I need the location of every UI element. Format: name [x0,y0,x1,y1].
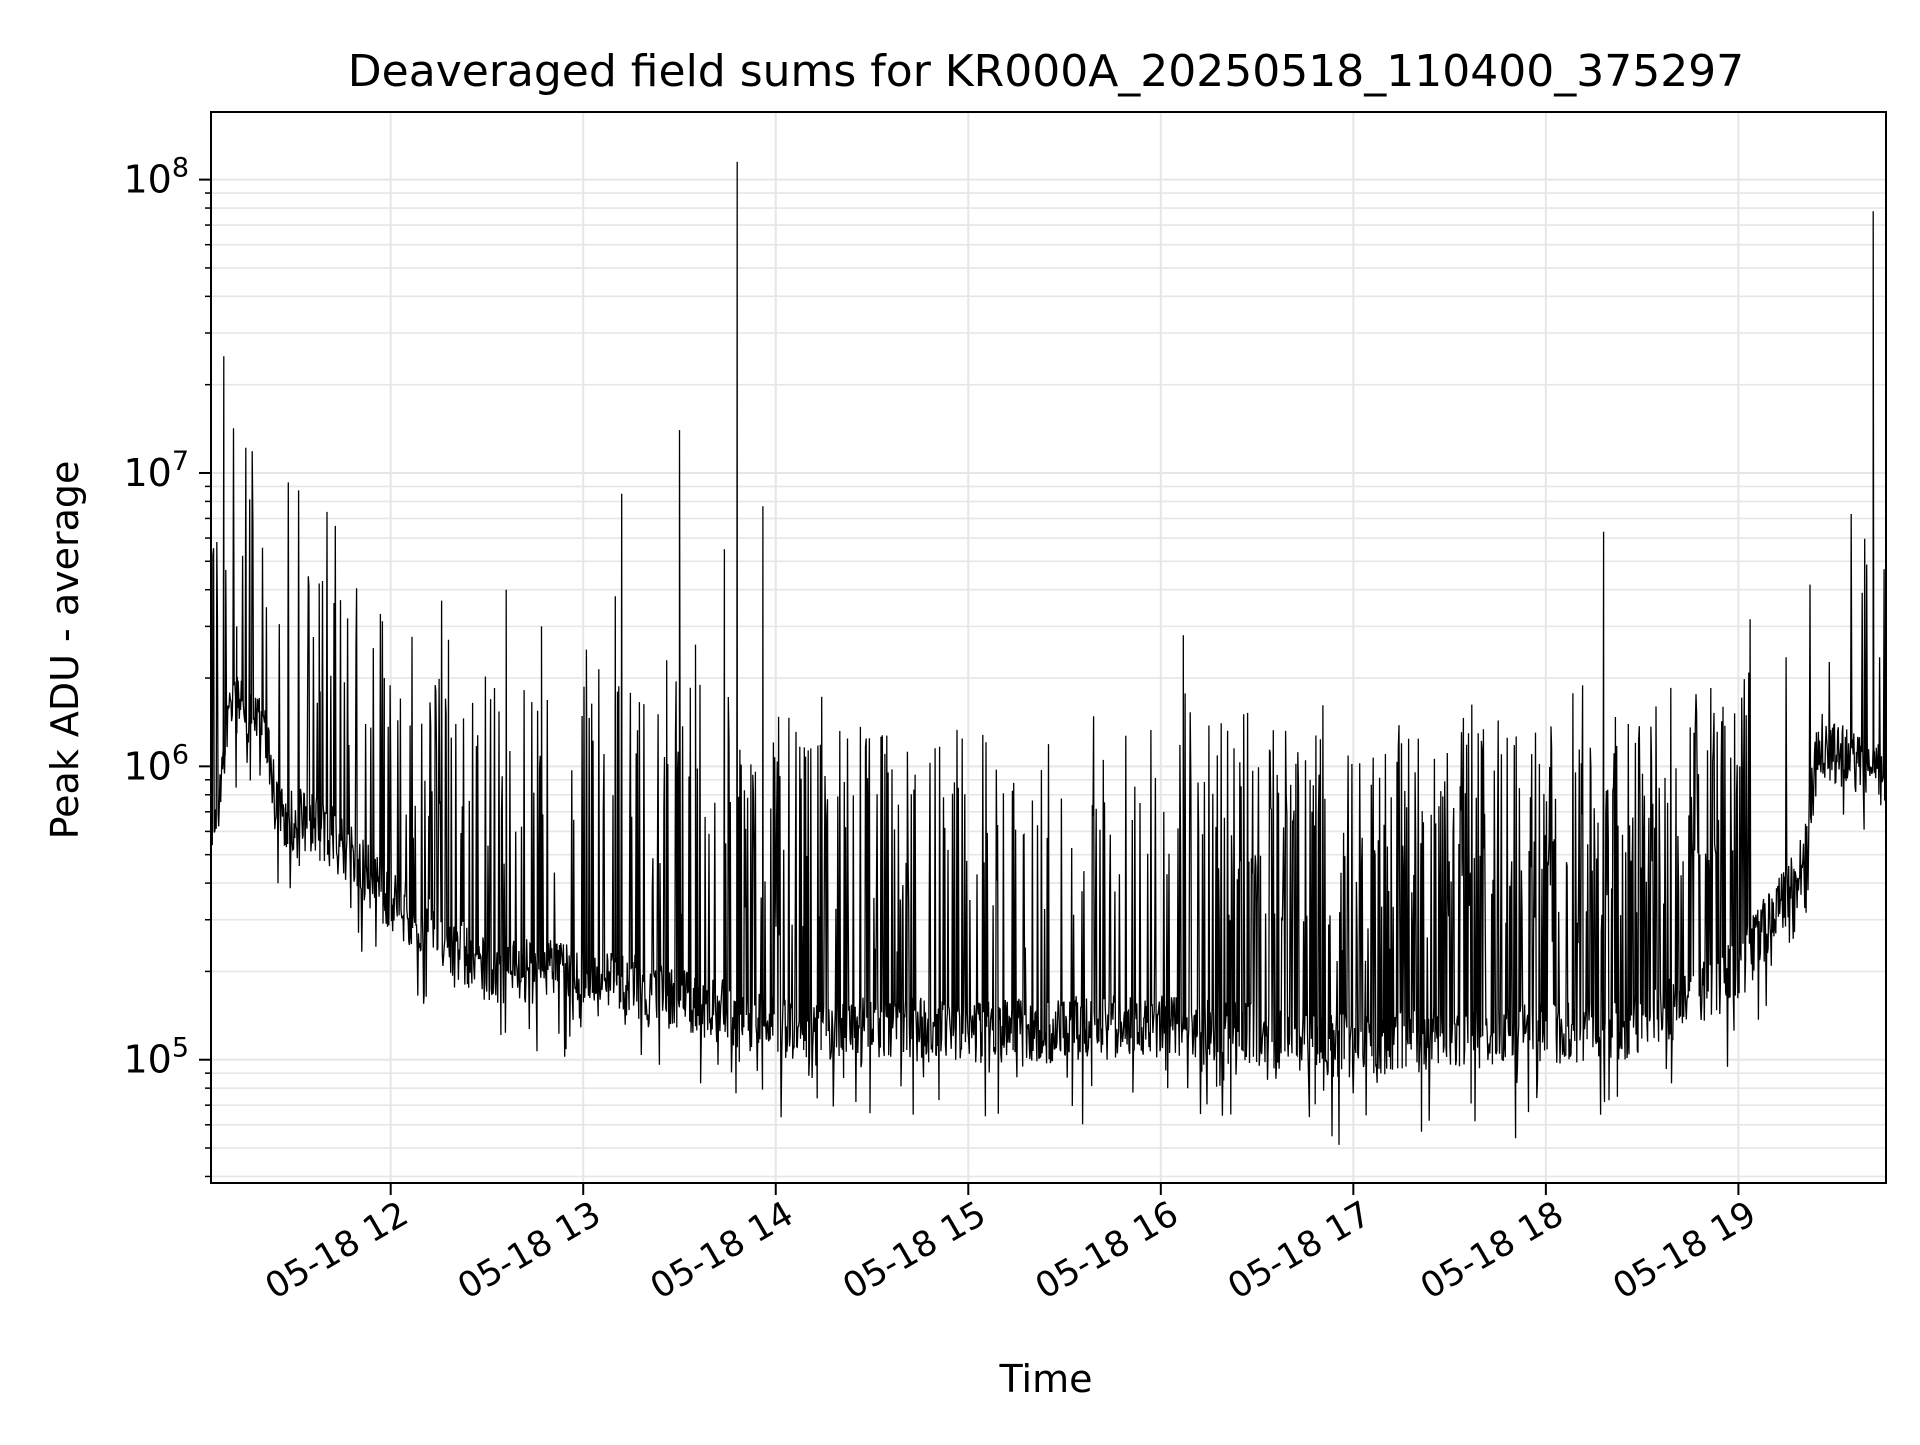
y-axis-label: Peak ADU - average [43,461,87,840]
y-tick-label: 107 [123,446,189,495]
x-tick-label: 05-18 17 [1222,1194,1378,1307]
x-tick-label: 05-18 15 [836,1194,992,1307]
x-axis-label: Time [999,1357,1093,1401]
series-layer [210,161,1887,1145]
y-tick-label: 106 [123,739,189,788]
x-tick-label: 05-18 18 [1414,1194,1570,1307]
x-tick-label: 05-18 14 [644,1194,800,1307]
y-axis: 105 106 107 108 [123,153,211,1178]
x-tick-label: 05-18 19 [1607,1194,1763,1307]
plot-frame [210,111,1887,1184]
y-tick-label: 108 [123,153,189,202]
x-axis: 05-18 12 05-18 13 05-18 14 05-18 15 05-18 16… [259,1183,1763,1307]
series-line [210,161,1887,1145]
y-tick-label: 105 [123,1033,189,1082]
x-tick-label: 05-18 12 [259,1194,415,1307]
chart-title: Deaveraged field sums for KR000A_2025051… [348,46,1744,97]
x-tick-label: 05-18 16 [1029,1194,1185,1307]
x-tick-label: 05-18 13 [451,1194,607,1307]
